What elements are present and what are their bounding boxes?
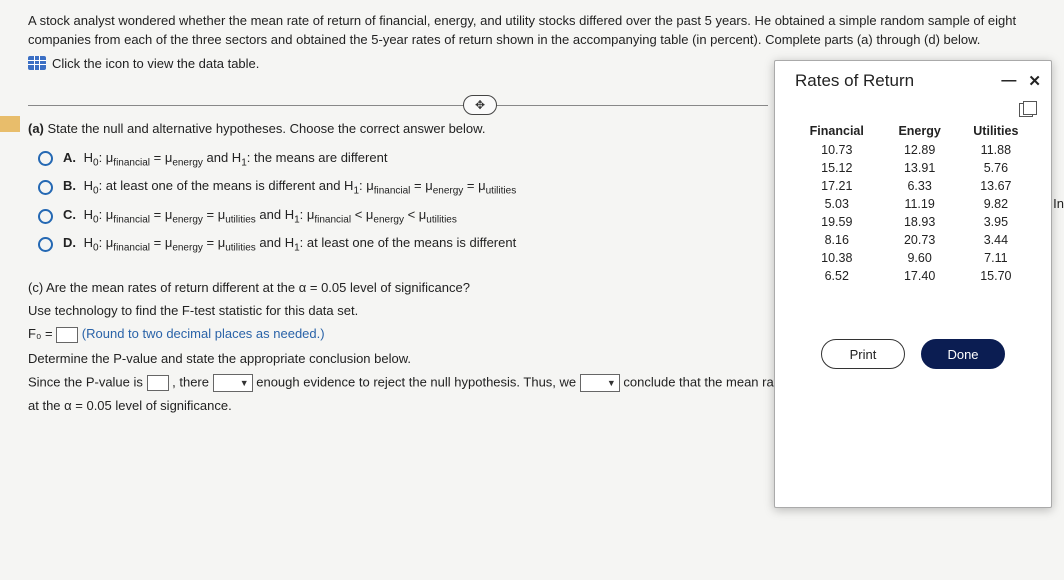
col-financial: Financial (791, 121, 883, 141)
radio-d[interactable] (38, 237, 53, 252)
table-cell: 8.16 (791, 231, 883, 249)
table-cell: 19.59 (791, 213, 883, 231)
f0-line: F₀ = (Round to two decimal places as nee… (28, 326, 768, 343)
minimize-icon[interactable]: — (1001, 72, 1016, 90)
done-button[interactable]: Done (921, 339, 1005, 369)
table-row: 19.5918.933.95 (791, 213, 1035, 231)
radio-b[interactable] (38, 180, 53, 195)
divider-line (28, 105, 768, 106)
option-d-letter: D. (63, 235, 76, 250)
conclude-dropdown[interactable]: ▼ (580, 374, 620, 392)
option-c[interactable]: C. H0: μfinancial = μenergy = μutilities… (38, 207, 768, 226)
table-cell: 10.73 (791, 141, 883, 159)
table-cell: 9.60 (883, 249, 957, 267)
table-cell: 18.93 (883, 213, 957, 231)
table-cell: 17.21 (791, 177, 883, 195)
table-row: 10.7312.8911.88 (791, 141, 1035, 159)
table-row: 6.5217.4015.70 (791, 267, 1035, 285)
data-table-wrap: Financial Energy Utilities 10.7312.8911.… (775, 95, 1051, 295)
f0-label: F₀ = (28, 326, 56, 341)
table-cell: 6.52 (791, 267, 883, 285)
table-cell: 6.33 (883, 177, 957, 195)
option-a-text: H0: μfinancial = μenergy and H1: the mea… (84, 150, 388, 165)
option-b-text: H0: at least one of the means is differe… (84, 178, 517, 193)
rates-modal: Rates of Return — ✕ Financial Energy Uti… (774, 60, 1052, 508)
option-c-letter: C. (63, 207, 76, 222)
table-row: 8.1620.733.44 (791, 231, 1035, 249)
concl-1c: enough evidence to reject the null hypot… (256, 374, 580, 389)
side-tab: In (1053, 196, 1064, 211)
table-cell: 10.38 (791, 249, 883, 267)
copy-icon[interactable] (1019, 103, 1033, 117)
concl-1a: Since the P-value is (28, 374, 147, 389)
table-cell: 13.67 (957, 177, 1035, 195)
option-d[interactable]: D. H0: μfinancial = μenergy = μutilities… (38, 235, 768, 254)
f0-input[interactable] (56, 327, 78, 343)
part-a-label: (a) (28, 121, 44, 136)
table-cell: 7.11 (957, 249, 1035, 267)
option-b-letter: B. (63, 178, 76, 193)
pvalue-input[interactable] (147, 375, 169, 391)
option-b[interactable]: B. H0: at least one of the means is diff… (38, 178, 768, 197)
part-c: (c) Are the mean rates of return differe… (28, 280, 768, 366)
data-table-icon[interactable] (28, 56, 46, 70)
part-c-q1: (c) Are the mean rates of return differe… (28, 280, 768, 295)
part-c-q2: Use technology to find the F-test statis… (28, 303, 768, 318)
table-cell: 20.73 (883, 231, 957, 249)
problem-intro: A stock analyst wondered whether the mea… (28, 12, 1028, 50)
table-row: 17.216.3313.67 (791, 177, 1035, 195)
option-c-text: H0: μfinancial = μenergy = μutilities an… (84, 207, 457, 222)
concl-1b: , there (172, 374, 212, 389)
view-table-text[interactable]: Click the icon to view the data table. (52, 56, 259, 71)
option-a[interactable]: A. H0: μfinancial = μenergy and H1: the … (38, 150, 768, 169)
table-cell: 11.19 (883, 195, 957, 213)
rates-table: Financial Energy Utilities 10.7312.8911.… (791, 121, 1035, 285)
col-utilities: Utilities (957, 121, 1035, 141)
table-cell: 9.82 (957, 195, 1035, 213)
part-a-text: State the null and alternative hypothese… (44, 121, 486, 136)
close-icon[interactable]: ✕ (1028, 72, 1041, 90)
part-a: (a) State the null and alternative hypot… (28, 121, 768, 254)
print-button[interactable]: Print (821, 339, 905, 369)
table-body: 10.7312.8911.8815.1213.915.7617.216.3313… (791, 141, 1035, 285)
table-header-row: Financial Energy Utilities (791, 121, 1035, 141)
table-cell: 13.91 (883, 159, 957, 177)
f0-hint: (Round to two decimal places as needed.) (82, 326, 325, 341)
part-c-q3: Determine the P-value and state the appr… (28, 351, 768, 366)
table-cell: 3.95 (957, 213, 1035, 231)
table-cell: 15.12 (791, 159, 883, 177)
table-row: 5.0311.199.82 (791, 195, 1035, 213)
evidence-dropdown[interactable]: ▼ (213, 374, 253, 392)
table-row: 10.389.607.11 (791, 249, 1035, 267)
modal-header: Rates of Return — ✕ (775, 71, 1051, 95)
option-a-letter: A. (63, 150, 76, 165)
table-cell: 15.70 (957, 267, 1035, 285)
radio-a[interactable] (38, 151, 53, 166)
table-cell: 5.03 (791, 195, 883, 213)
table-cell: 3.44 (957, 231, 1035, 249)
modal-title: Rates of Return (795, 71, 914, 91)
radio-c[interactable] (38, 209, 53, 224)
col-energy: Energy (883, 121, 957, 141)
table-cell: 12.89 (883, 141, 957, 159)
modal-buttons: Print Done (775, 339, 1051, 369)
table-cell: 11.88 (957, 141, 1035, 159)
table-cell: 17.40 (883, 267, 957, 285)
option-d-text: H0: μfinancial = μenergy = μutilities an… (84, 235, 517, 250)
part-a-prompt: (a) State the null and alternative hypot… (28, 121, 768, 136)
table-cell: 5.76 (957, 159, 1035, 177)
window-controls: — ✕ (1001, 72, 1041, 90)
move-handle-icon[interactable]: ✥ (463, 95, 497, 115)
table-row: 15.1213.915.76 (791, 159, 1035, 177)
